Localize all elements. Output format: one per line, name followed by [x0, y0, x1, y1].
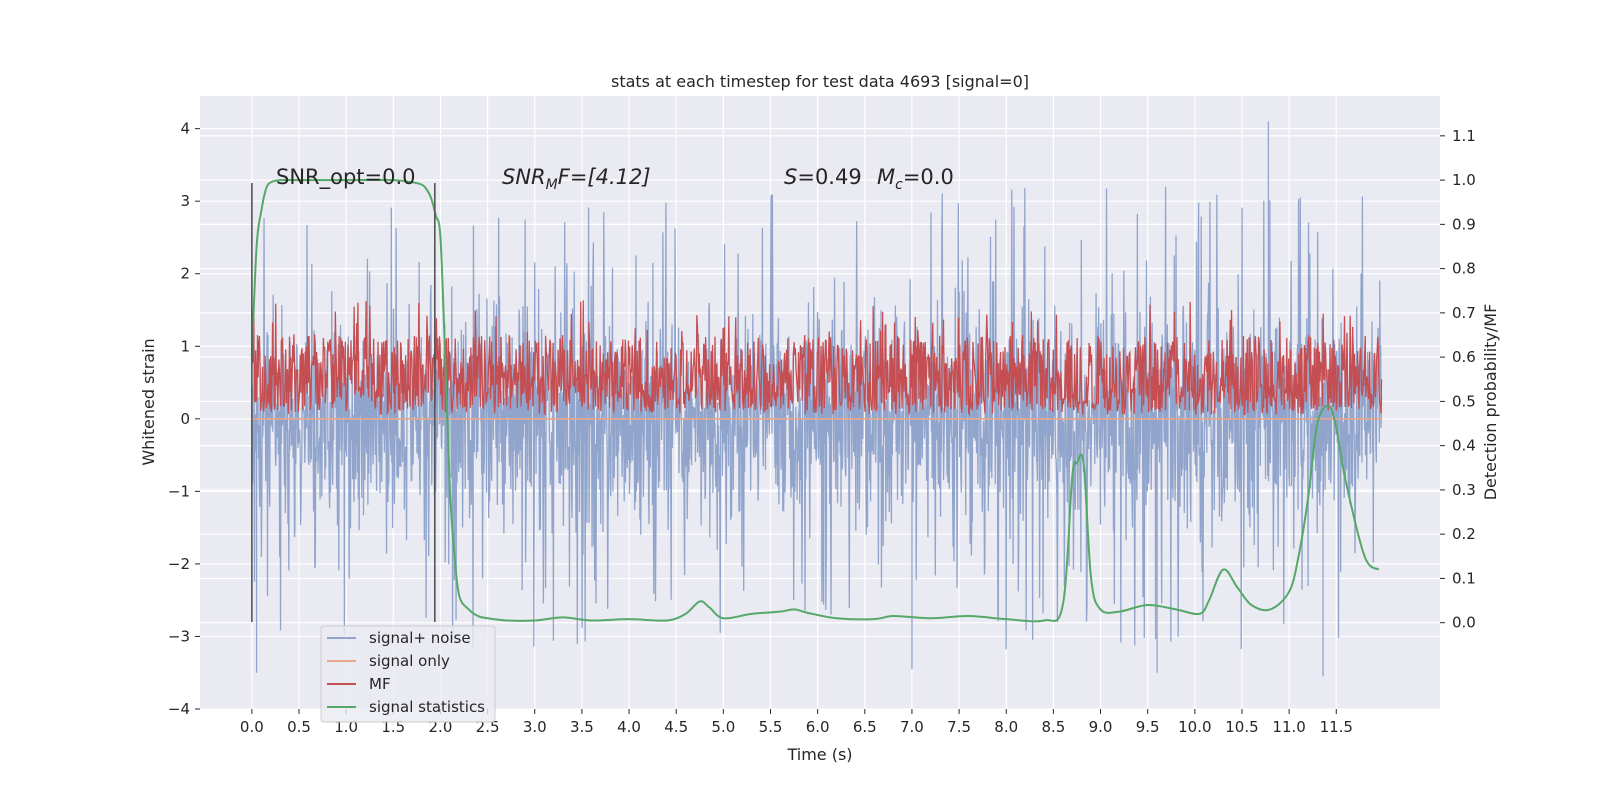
x-tick-label: 10.0	[1178, 718, 1211, 736]
x-tick-label: 9.0	[1089, 718, 1113, 736]
x-tick-label: 11.0	[1272, 718, 1305, 736]
x-tick-label: 3.5	[570, 718, 594, 736]
annotation-s-value: =0.49	[797, 165, 861, 189]
chart-title: stats at each timestep for test data 469…	[611, 72, 1029, 91]
y-right-tick-label: 0.2	[1452, 525, 1476, 543]
y-right-tick-label: 0.7	[1452, 304, 1476, 322]
y-axis-left-ticks: −4 −3 −2 −1 0 1 2 3 4	[168, 120, 200, 718]
y-right-tick-label: 0.0	[1452, 614, 1476, 632]
signal-statistics-line	[250, 178, 1380, 623]
legend-box	[320, 625, 496, 723]
signal-noise-line	[251, 121, 1383, 677]
y-left-tick-label: 2	[180, 265, 190, 283]
x-tick-label: 4.5	[664, 718, 688, 736]
y-left-tick-label: 0	[180, 410, 190, 428]
window-markers	[251, 183, 436, 622]
series-signal-noise	[251, 121, 1383, 677]
annotation-snr-opt: SNR_opt=0.0	[276, 165, 416, 190]
annotation-snr-mf-subscript: M	[546, 177, 558, 193]
legend-label-signal-only: signal only	[369, 652, 450, 670]
y-right-tick-label: 0.8	[1452, 260, 1476, 278]
legend-label-signal-statistics: signal statistics	[369, 698, 485, 716]
y-left-tick-label: −3	[168, 627, 190, 645]
x-tick-label: 6.5	[853, 718, 877, 736]
y-left-tick-label: 1	[180, 337, 190, 355]
x-tick-label: 6.0	[806, 718, 830, 736]
annotation-snr-mf: SNRMF=[4.12]	[502, 165, 651, 193]
x-tick-label: 5.0	[711, 718, 735, 736]
y-axis-right-label: Detection probability/MF	[1481, 304, 1500, 501]
y-left-tick-label: 3	[180, 192, 190, 210]
legend-label-signal-noise: signal+ noise	[369, 629, 471, 647]
x-tick-label: 7.0	[900, 718, 924, 736]
annotation-snr-mf-value: F=[4.12]	[558, 165, 651, 189]
y-right-tick-label: 0.9	[1452, 215, 1476, 233]
y-left-tick-label: −2	[168, 555, 190, 573]
annotation-mc-value: =0.0	[903, 165, 954, 189]
x-tick-label: 8.0	[994, 718, 1018, 736]
x-tick-label: 7.5	[947, 718, 971, 736]
series-signal-statistics	[250, 178, 1380, 623]
y-right-tick-label: 0.3	[1452, 481, 1476, 499]
x-tick-label: 9.5	[1136, 718, 1160, 736]
legend: signal+ noise signal only MF signal stat…	[320, 625, 496, 723]
x-tick-label: 3.0	[523, 718, 547, 736]
x-tick-label: 4.0	[617, 718, 641, 736]
x-tick-label: 11.5	[1320, 718, 1353, 736]
x-axis-label: Time (s)	[786, 745, 852, 764]
x-tick-label: 10.5	[1225, 718, 1258, 736]
annotation-s: S=0.49	[784, 165, 862, 189]
mf-line	[251, 300, 1383, 417]
y-left-tick-label: −1	[168, 482, 190, 500]
annotation-mc: Mc=0.0	[877, 165, 954, 193]
annotation-mc-symbol: M	[877, 165, 895, 189]
y-axis-right-ticks: 0.0 0.1 0.2 0.3 0.4 0.5 0.6 0.7 0.8 0.9 1.0 1.1	[1440, 127, 1476, 632]
y-right-tick-label: 0.1	[1452, 569, 1476, 587]
annotation-mc-subscript: c	[895, 177, 903, 193]
annotation-snr-mf-symbol: SNR	[502, 165, 546, 189]
y-right-tick-label: 0.5	[1452, 392, 1476, 410]
y-left-tick-label: −4	[168, 700, 190, 718]
annotation-s-symbol: S	[784, 165, 797, 189]
legend-label-mf: MF	[369, 675, 391, 693]
y-right-tick-label: 1.0	[1452, 171, 1476, 189]
y-right-tick-label: 0.4	[1452, 437, 1476, 455]
x-tick-label: 0.0	[240, 718, 264, 736]
x-tick-label: 5.5	[759, 718, 783, 736]
series-mf	[251, 300, 1383, 417]
y-axis-left-label: Whitened strain	[139, 338, 158, 465]
x-tick-label: 8.5	[1041, 718, 1065, 736]
y-right-tick-label: 1.1	[1452, 127, 1476, 145]
y-right-tick-label: 0.6	[1452, 348, 1476, 366]
x-tick-label: 0.5	[287, 718, 311, 736]
y-left-tick-label: 4	[180, 120, 190, 138]
